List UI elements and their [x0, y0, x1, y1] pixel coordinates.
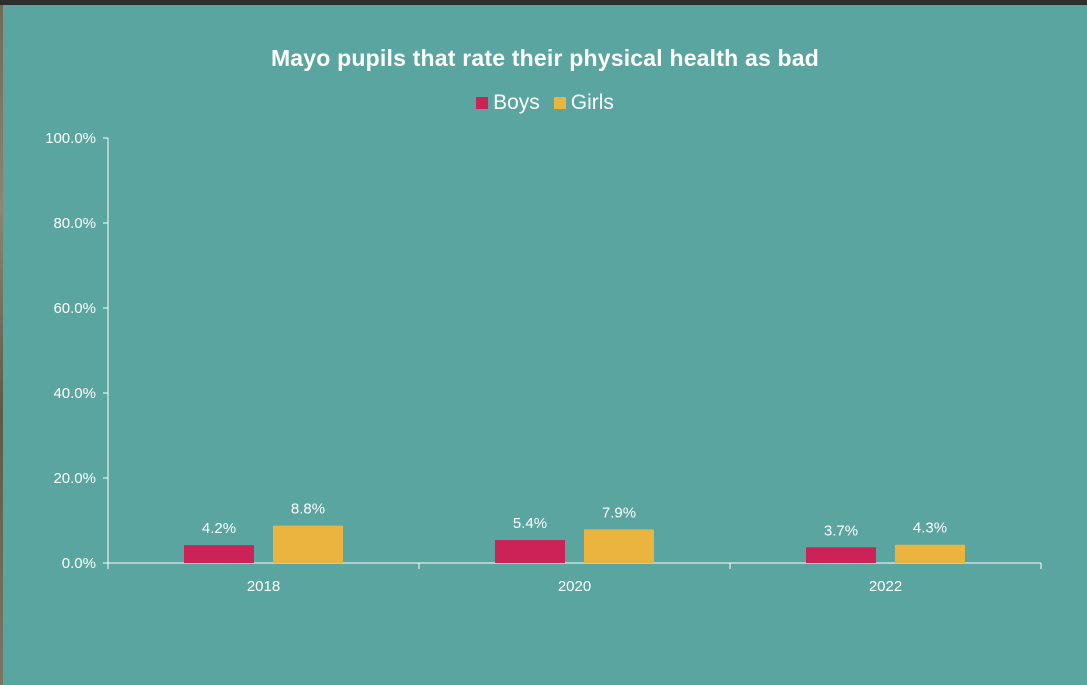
data-label-boys-2022: 3.7%	[824, 522, 858, 539]
y-tick-label: 40.0%	[53, 385, 96, 402]
bar-girls-2018	[273, 525, 343, 563]
x-tick-label: 2022	[869, 578, 902, 595]
chart-plot-area: 0.0% 20.0% 40.0% 60.0% 80.0% 100.0% 2018 4.2% 8.…	[45, 130, 1042, 595]
y-tick-label: 60.0%	[53, 300, 96, 317]
legend-label-boys: Boys	[493, 91, 540, 114]
bar-boys-2022	[806, 547, 876, 563]
data-label-girls-2022: 4.3%	[913, 520, 947, 537]
background-edge	[0, 5, 3, 685]
chart-legend: Boys Girls	[3, 91, 1087, 115]
legend-label-girls: Girls	[570, 91, 614, 114]
bar-girls-2020	[584, 529, 654, 563]
x-tick-label: 2020	[558, 578, 591, 595]
y-tick-label: 0.0%	[62, 555, 96, 572]
data-label-girls-2018: 8.8%	[291, 501, 325, 518]
data-label-boys-2018: 4.2%	[202, 520, 236, 537]
x-tick-label: 2018	[247, 578, 280, 595]
bar-boys-2018	[184, 545, 254, 563]
chart-title: Mayo pupils that rate their physical hea…	[270, 45, 820, 71]
legend-item-girls: Girls	[553, 91, 614, 115]
data-label-girls-2020: 7.9%	[602, 504, 636, 521]
legend-item-boys: Boys	[476, 91, 540, 115]
y-tick-label: 20.0%	[53, 470, 96, 487]
y-tick-label: 80.0%	[53, 215, 96, 232]
legend-swatch-boys	[476, 97, 489, 109]
data-label-boys-2020: 5.4%	[513, 515, 547, 532]
y-tick-label: 100.0%	[45, 130, 96, 147]
bar-boys-2020	[495, 540, 565, 563]
bar-girls-2022	[895, 544, 965, 563]
chart-panel: Mayo pupils that rate their physical hea…	[3, 5, 1087, 685]
legend-swatch-girls	[553, 97, 566, 109]
